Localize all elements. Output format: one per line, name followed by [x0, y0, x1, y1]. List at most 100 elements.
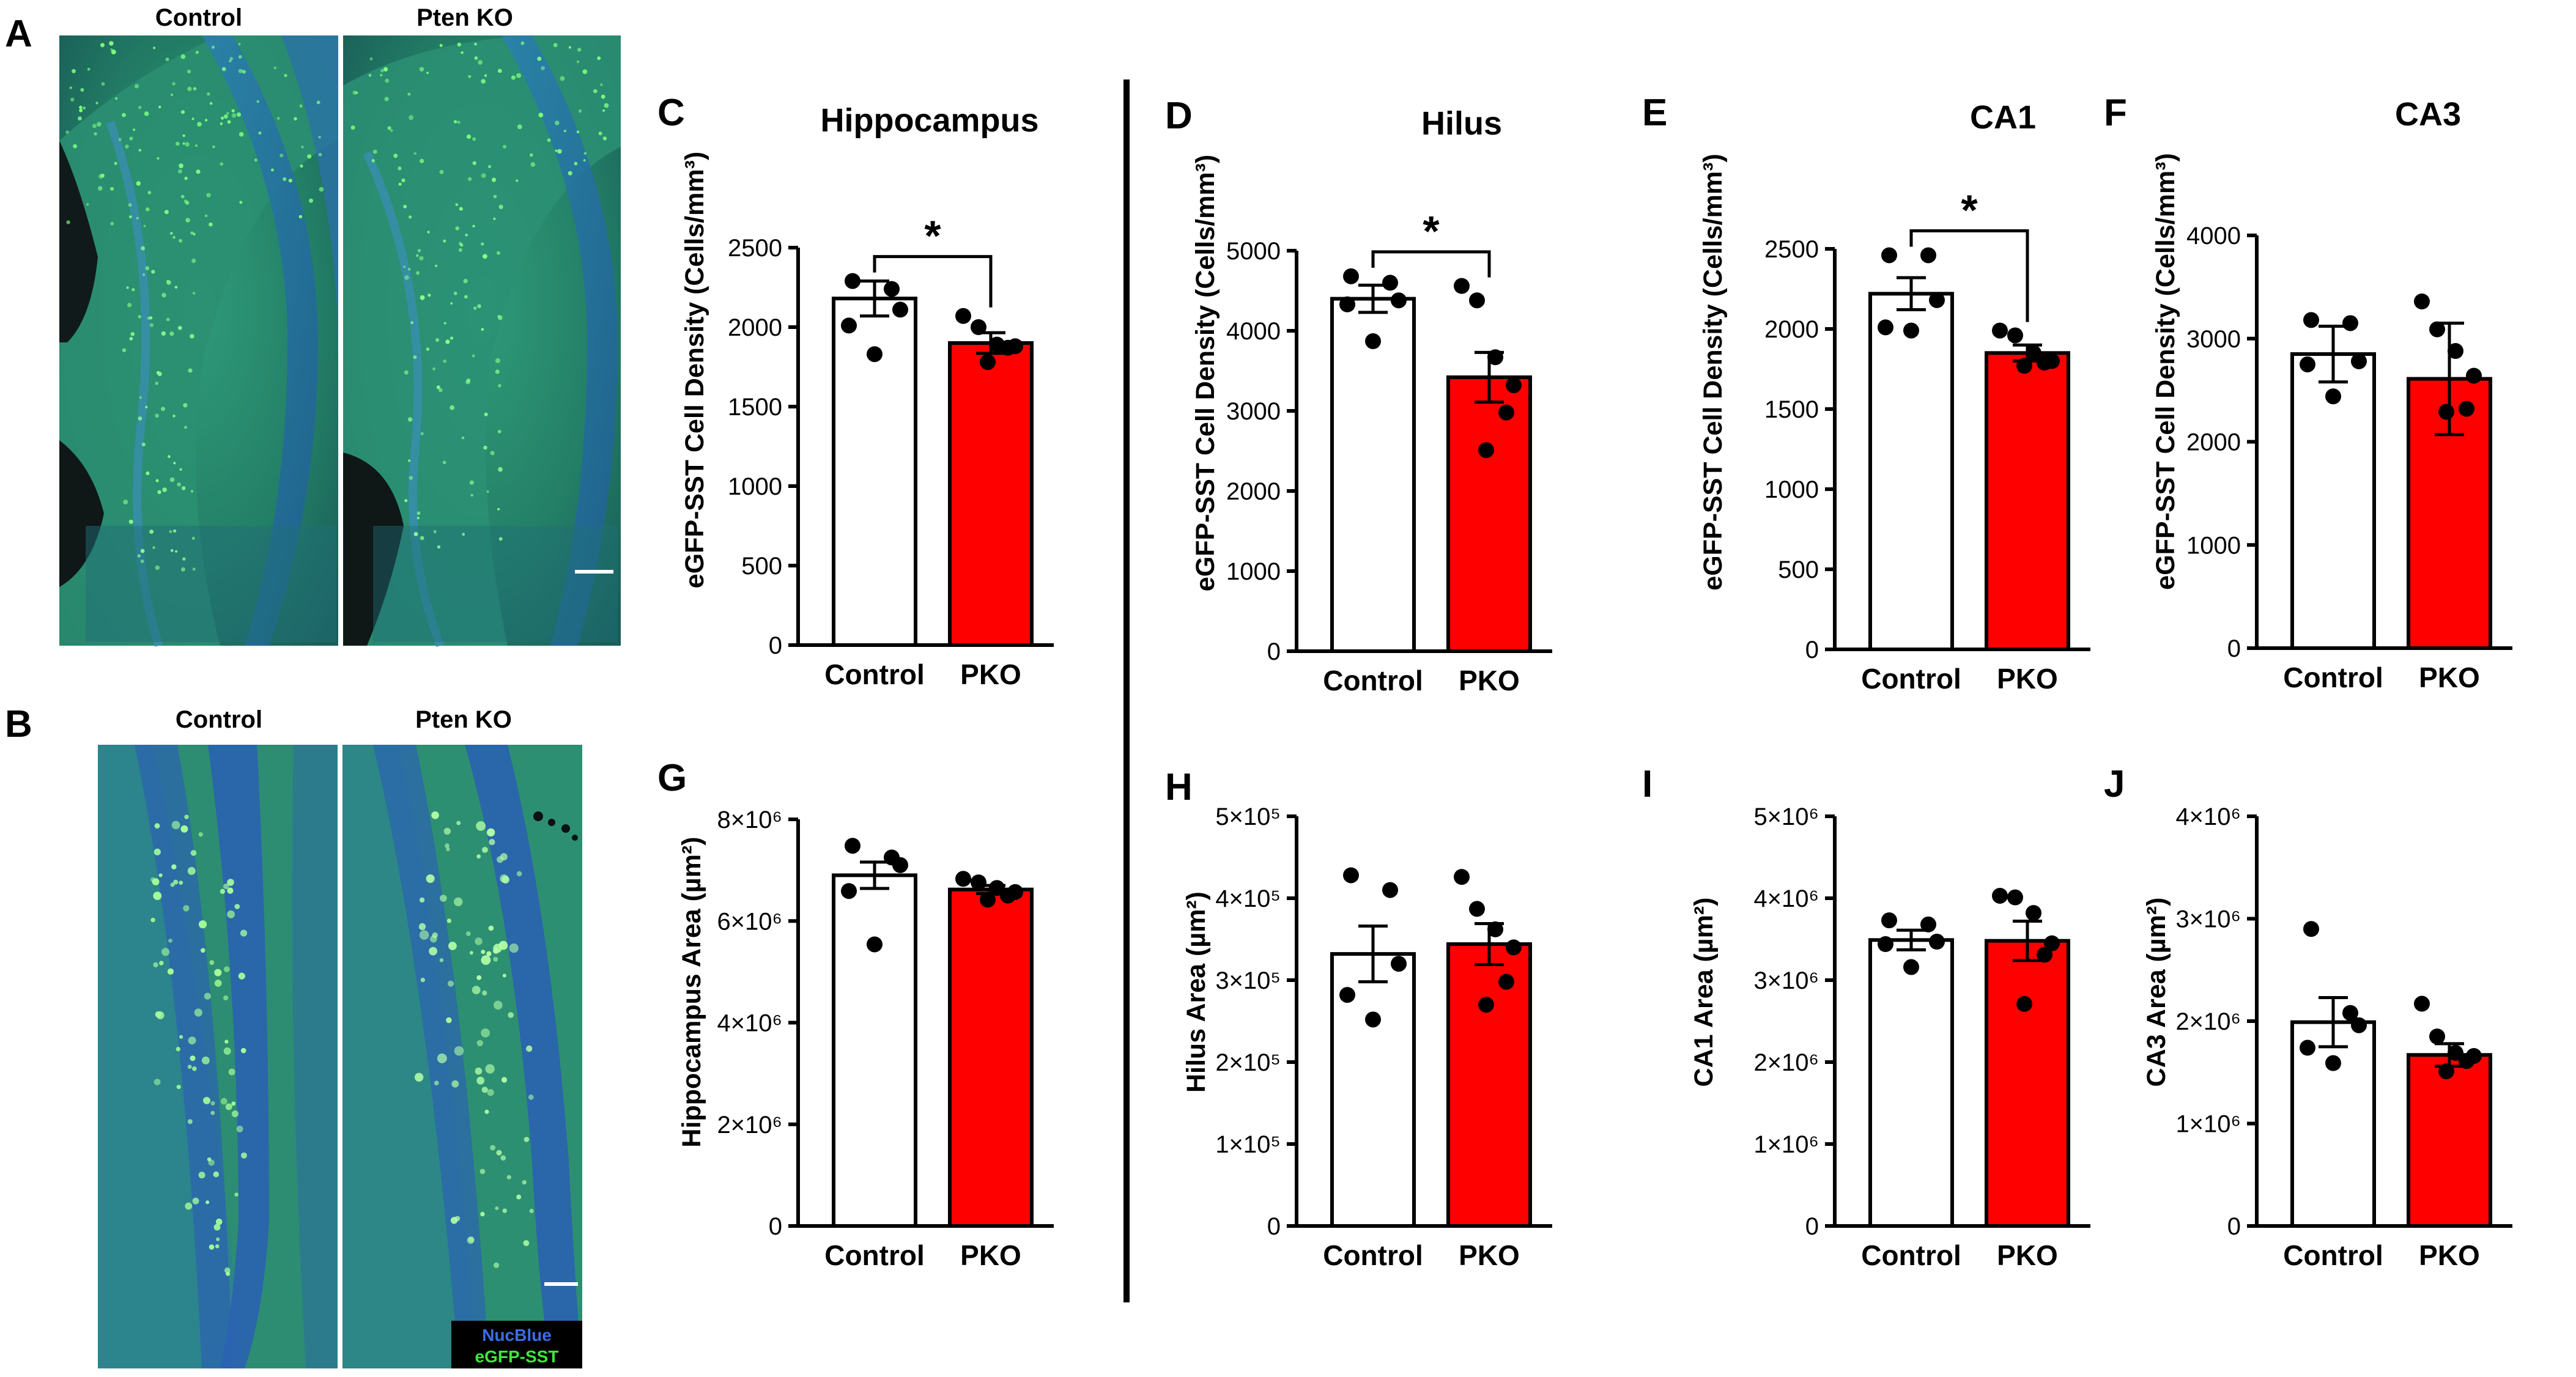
- x-tick-label: PKO: [1459, 1239, 1520, 1271]
- panel-b-ptenko-image: [342, 745, 582, 1368]
- egfp-cell-dot: [197, 122, 202, 127]
- egfp-cell-dot: [497, 856, 504, 863]
- egfp-cell-dot: [420, 432, 424, 435]
- egfp-cell-dot: [472, 161, 476, 165]
- panel-a-micrograph: A Control Pten KO: [5, 4, 621, 648]
- egfp-cell-dot: [404, 370, 409, 375]
- y-tick-label: 8×10⁶: [717, 807, 782, 833]
- egfp-cell-dot: [65, 130, 69, 135]
- egfp-cell-dot: [446, 847, 450, 852]
- egfp-cell-dot: [450, 336, 454, 340]
- egfp-cell-dot: [173, 462, 176, 465]
- egfp-cell-dot: [495, 358, 500, 363]
- y-tick-label: 5×10⁶: [1753, 803, 1819, 830]
- egfp-cell-dot: [434, 1080, 439, 1086]
- egfp-cell-dot: [481, 1087, 488, 1093]
- egfp-cell-dot: [204, 119, 208, 122]
- egfp-cell-dot: [602, 136, 607, 141]
- egfp-cell-dot: [183, 426, 188, 429]
- egfp-cell-dot: [466, 134, 472, 139]
- egfp-cell-dot: [125, 144, 129, 149]
- egfp-cell-dot: [154, 1079, 161, 1085]
- egfp-cell-dot: [541, 66, 545, 70]
- egfp-cell-dot: [224, 1039, 229, 1044]
- egfp-cell-dot: [537, 56, 542, 61]
- egfp-cell-dot: [553, 43, 558, 48]
- egfp-cell-dot: [223, 883, 229, 890]
- egfp-cell-dot: [414, 1072, 424, 1082]
- egfp-cell-dot: [418, 923, 426, 931]
- chart-title: Hilus: [1421, 105, 1502, 142]
- egfp-cell-dot: [143, 224, 146, 227]
- egfp-cell-dot: [468, 75, 472, 78]
- data-point: [841, 317, 857, 334]
- egfp-cell-dot: [481, 955, 491, 965]
- egfp-cell-dot: [407, 268, 411, 271]
- egfp-cell-dot: [439, 43, 443, 47]
- egfp-cell-dot: [182, 134, 185, 138]
- legend-nucblue: NucBlue: [482, 1326, 552, 1345]
- x-tick-label: Control: [2283, 1239, 2383, 1271]
- egfp-cell-dot: [190, 334, 194, 339]
- data-point: [2459, 1053, 2474, 1069]
- egfp-cell-dot: [227, 910, 235, 918]
- egfp-cell-dot: [209, 1244, 215, 1250]
- egfp-cell-dot: [145, 266, 150, 271]
- egfp-cell-dot: [213, 1224, 221, 1231]
- egfp-cell-dot: [404, 275, 409, 280]
- data-point: [1487, 921, 1503, 937]
- egfp-cell-dot: [141, 246, 146, 251]
- data-point: [1878, 319, 1893, 336]
- panel-b-egfp-cells: [150, 811, 534, 1276]
- egfp-cell-dot: [220, 162, 224, 166]
- egfp-cell-dot: [136, 216, 139, 220]
- panel-a-control-title: Control: [155, 4, 242, 31]
- egfp-cell-dot: [118, 138, 122, 141]
- data-point: [1903, 322, 1919, 339]
- egfp-cell-dot: [495, 1206, 499, 1210]
- egfp-cell-dot: [298, 215, 303, 219]
- egfp-cell-dot: [164, 210, 169, 215]
- egfp-cell-dot: [547, 138, 551, 142]
- egfp-cell-dot: [95, 102, 98, 105]
- egfp-cell-dot: [597, 56, 601, 61]
- data-point: [2007, 327, 2023, 344]
- egfp-cell-dot: [496, 1150, 502, 1156]
- data-point: [1881, 247, 1897, 264]
- egfp-cell-dot: [215, 1244, 220, 1249]
- chart-panel-i: I CA1 Area (µm²) 0 1×10⁶ 2×10⁶ 3×10⁶ 4×10⁶ 5×10…: [1642, 763, 2090, 1271]
- panel-a-control-image: [59, 35, 338, 648]
- egfp-cell-dot: [151, 270, 155, 274]
- panel-b-micrograph: B Control Pten KO NucBlue eGFP-SST: [5, 703, 582, 1368]
- egfp-cell-dot: [522, 1180, 527, 1185]
- egfp-cell-dot: [192, 567, 196, 571]
- egfp-cell-dot: [190, 850, 197, 856]
- egfp-cell-dot: [481, 242, 484, 246]
- egfp-cell-dot: [224, 1267, 231, 1274]
- egfp-cell-dot: [372, 149, 377, 154]
- egfp-cell-dot: [301, 146, 304, 149]
- egfp-cell-dot: [191, 117, 194, 120]
- egfp-cell-dot: [466, 378, 471, 383]
- egfp-cell-dot: [526, 1045, 533, 1052]
- egfp-cell-dot: [172, 529, 177, 533]
- egfp-cell-dot: [100, 43, 105, 48]
- y-tick-label: 0: [769, 1213, 782, 1240]
- egfp-cell-dot: [177, 482, 181, 487]
- egfp-cell-dot: [128, 215, 132, 219]
- egfp-cell-dot: [472, 137, 476, 141]
- x-tick-label: Control: [1861, 663, 1961, 695]
- egfp-cell-dot: [161, 331, 166, 336]
- egfp-cell-dot: [453, 120, 457, 124]
- bar-pko: [1446, 942, 1532, 1228]
- bar-control: [1330, 297, 1416, 654]
- egfp-cell-dot: [146, 471, 150, 476]
- egfp-cell-dot: [237, 112, 241, 117]
- egfp-cell-dot: [155, 479, 159, 482]
- egfp-cell-dot: [472, 986, 481, 994]
- data-point: [1365, 333, 1381, 350]
- egfp-cell-dot: [601, 94, 605, 99]
- y-tick-label: 5000: [1226, 238, 1281, 265]
- egfp-cell-dot: [419, 256, 424, 260]
- egfp-cell-dot: [215, 1218, 223, 1225]
